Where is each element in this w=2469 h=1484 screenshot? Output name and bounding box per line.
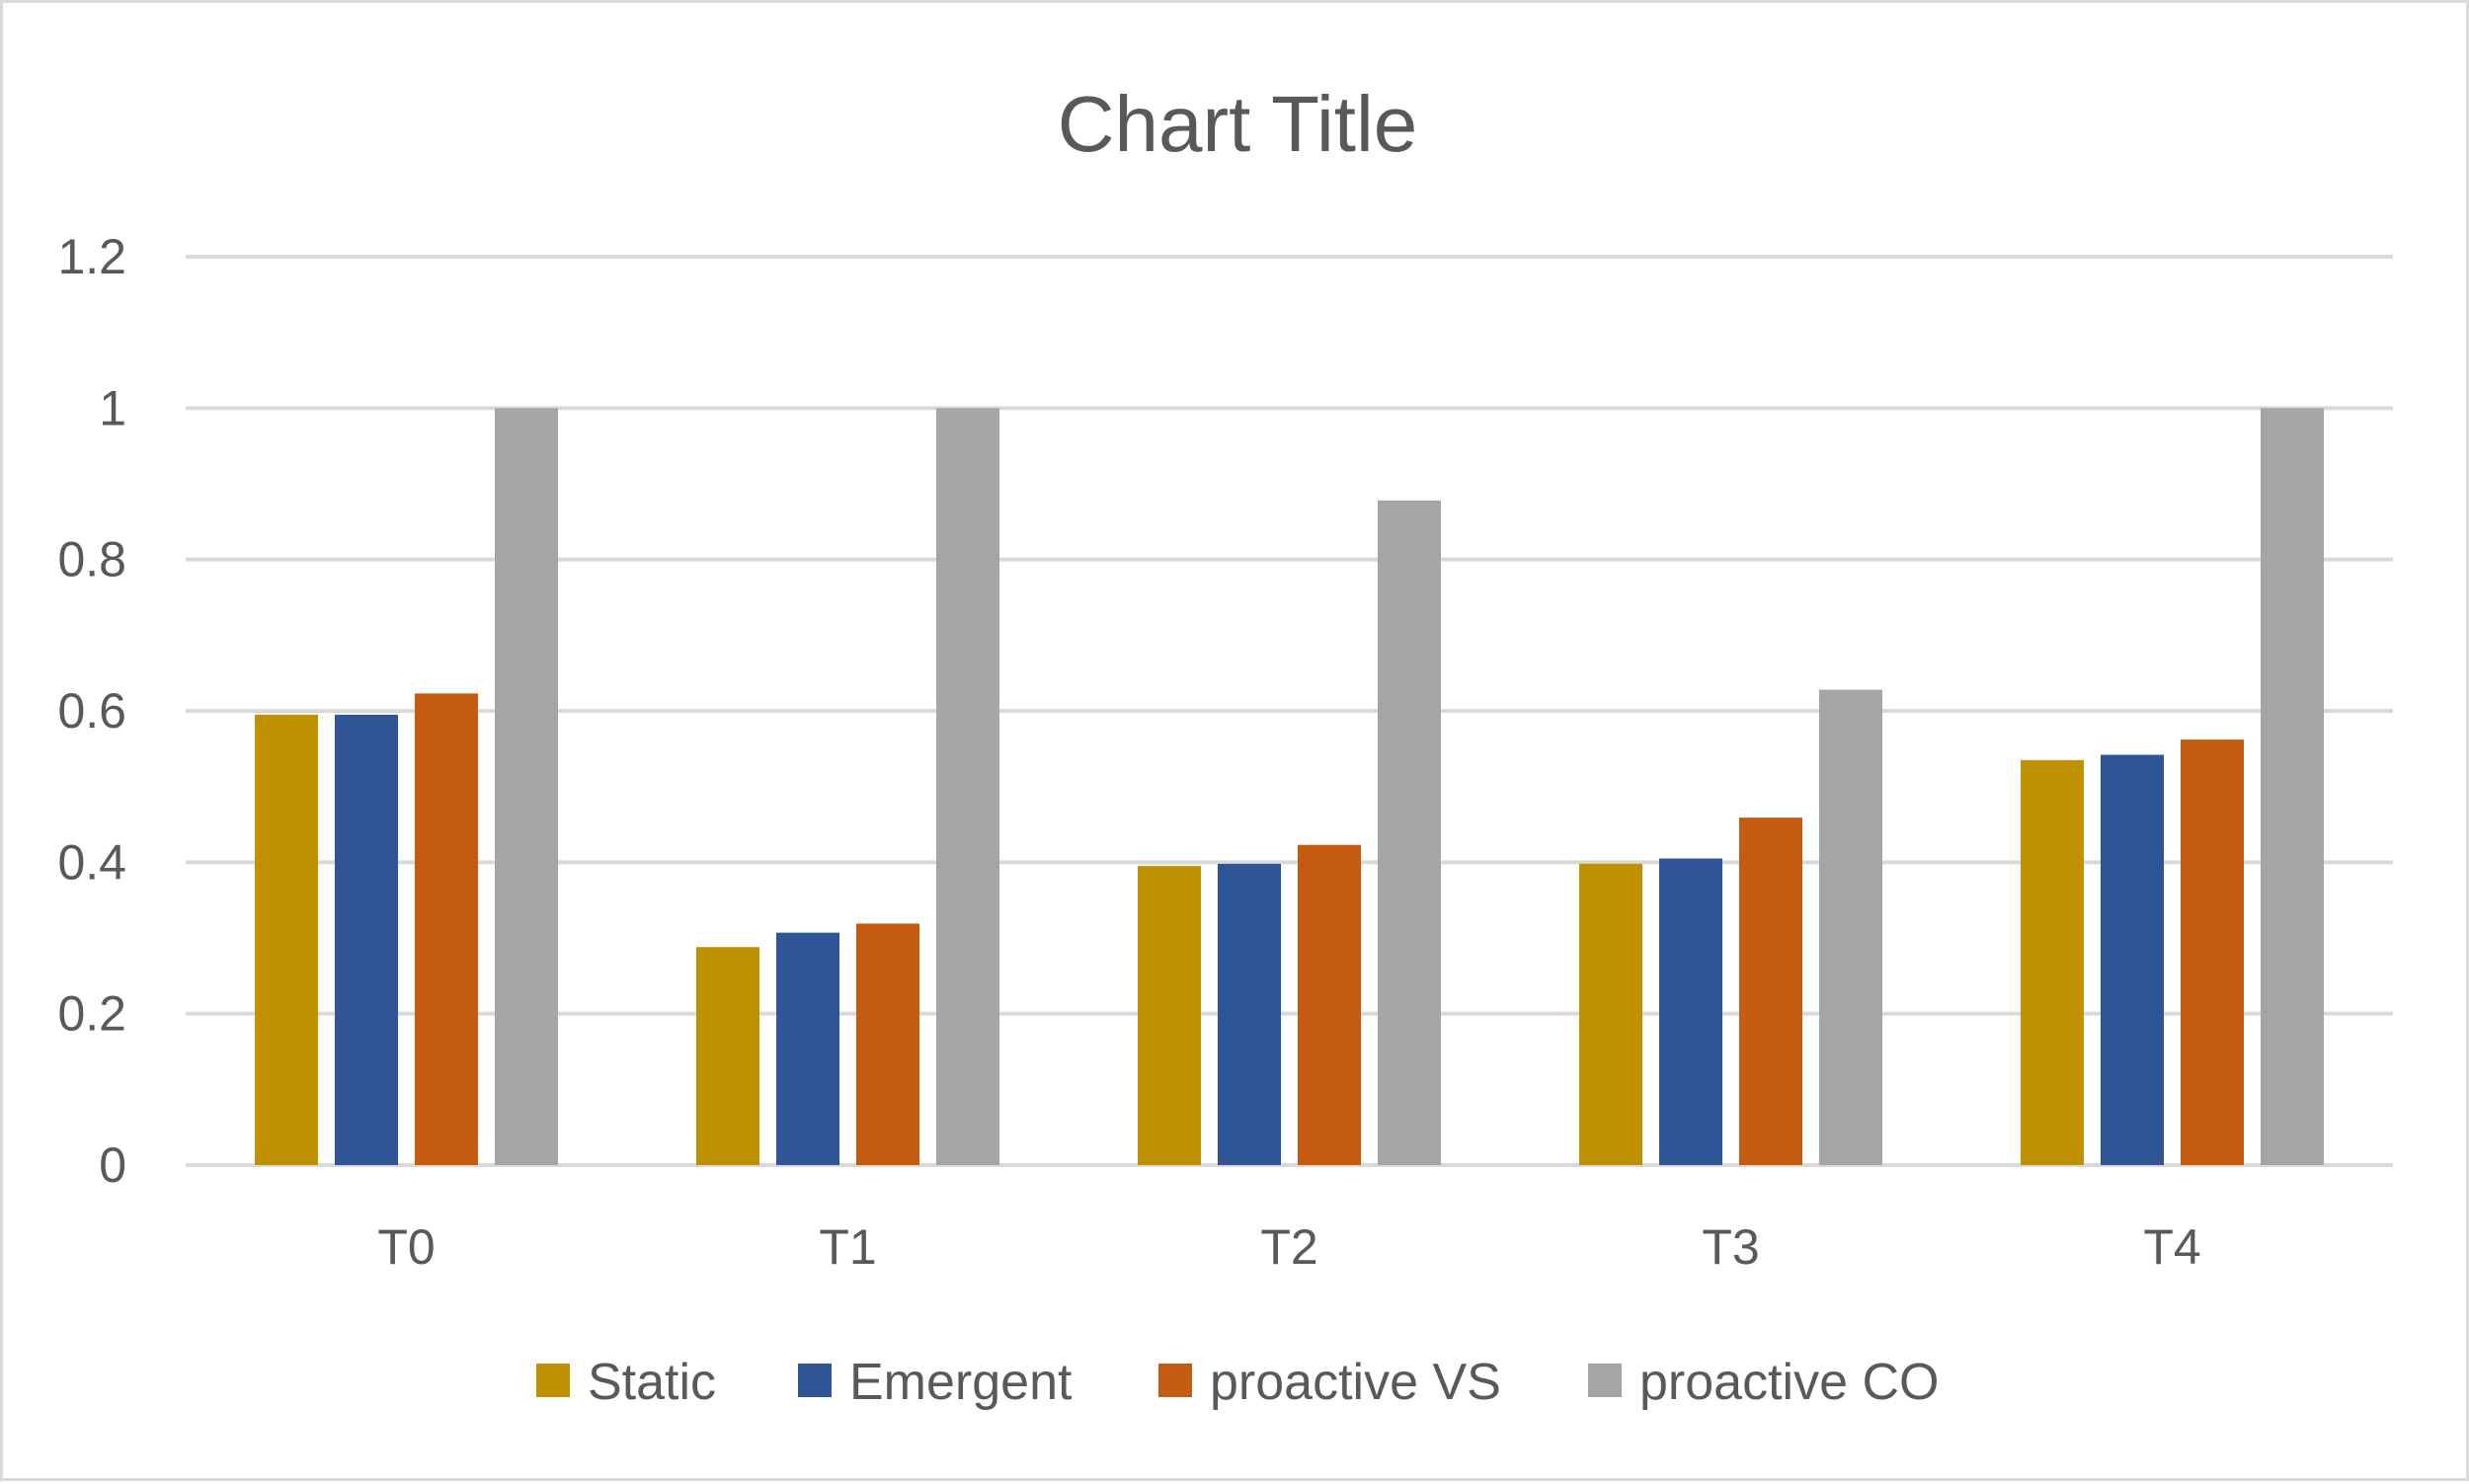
chart-title: Chart Title xyxy=(1058,80,1418,168)
bar-proactive-co-t2 xyxy=(1378,500,1441,1165)
bar-static-t2 xyxy=(1138,866,1201,1165)
legend-label[interactable]: proactive VS xyxy=(1210,1354,1501,1411)
bars xyxy=(255,408,2324,1165)
bar-proactive-vs-t4 xyxy=(2181,740,2244,1165)
bar-static-t0 xyxy=(255,714,318,1165)
y-axis-ticks: 0 0.2 0.4 0.6 0.8 1 1.2 xyxy=(57,229,126,1193)
x-tick-label: T1 xyxy=(819,1219,876,1275)
bar-emergent-t1 xyxy=(776,932,839,1165)
bar-static-t4 xyxy=(2021,759,2084,1165)
y-tick-label: 1.2 xyxy=(57,229,126,284)
legend[interactable]: Static Emergent proactive VS proactive CO xyxy=(536,1354,1939,1411)
bar-chart: Chart Title 0 0.2 0.4 0.6 0.8 1 1.2 T0 T1 T2 T3 T4… xyxy=(57,80,2393,1411)
bar-static-t1 xyxy=(696,947,759,1165)
bar-emergent-t4 xyxy=(2101,754,2164,1165)
legend-label[interactable]: Static xyxy=(588,1354,716,1411)
legend-swatch xyxy=(798,1364,832,1397)
legend-swatch xyxy=(536,1364,570,1397)
x-tick-label: T3 xyxy=(1702,1219,1759,1275)
bar-proactive-co-t1 xyxy=(936,408,999,1165)
x-tick-label: T2 xyxy=(1260,1219,1317,1275)
x-axis-ticks: T0 T1 T2 T3 T4 xyxy=(377,1219,2200,1275)
legend-label[interactable]: proactive CO xyxy=(1639,1354,1939,1411)
legend-swatch xyxy=(1158,1364,1192,1397)
bar-emergent-t2 xyxy=(1218,863,1281,1165)
y-tick-label: 1 xyxy=(99,380,126,435)
bar-proactive-co-t0 xyxy=(495,408,558,1165)
x-tick-label: T4 xyxy=(2143,1219,2200,1275)
y-tick-label: 0.2 xyxy=(57,986,126,1042)
bar-proactive-vs-t3 xyxy=(1739,818,1802,1165)
legend-swatch xyxy=(1588,1364,1622,1397)
x-tick-label: T0 xyxy=(377,1219,435,1275)
legend-label[interactable]: Emergent xyxy=(849,1354,1073,1411)
bar-emergent-t0 xyxy=(335,714,398,1165)
y-tick-label: 0.4 xyxy=(57,834,126,890)
bar-proactive-co-t4 xyxy=(2261,408,2324,1165)
bar-proactive-vs-t1 xyxy=(856,923,919,1165)
y-tick-label: 0 xyxy=(99,1137,126,1193)
y-tick-label: 0.8 xyxy=(57,532,126,587)
bar-proactive-vs-t2 xyxy=(1298,844,1361,1165)
bar-emergent-t3 xyxy=(1659,858,1722,1165)
bar-proactive-vs-t0 xyxy=(415,693,478,1165)
bar-proactive-co-t3 xyxy=(1819,689,1882,1165)
y-tick-label: 0.6 xyxy=(57,683,126,739)
bar-static-t3 xyxy=(1579,863,1642,1165)
